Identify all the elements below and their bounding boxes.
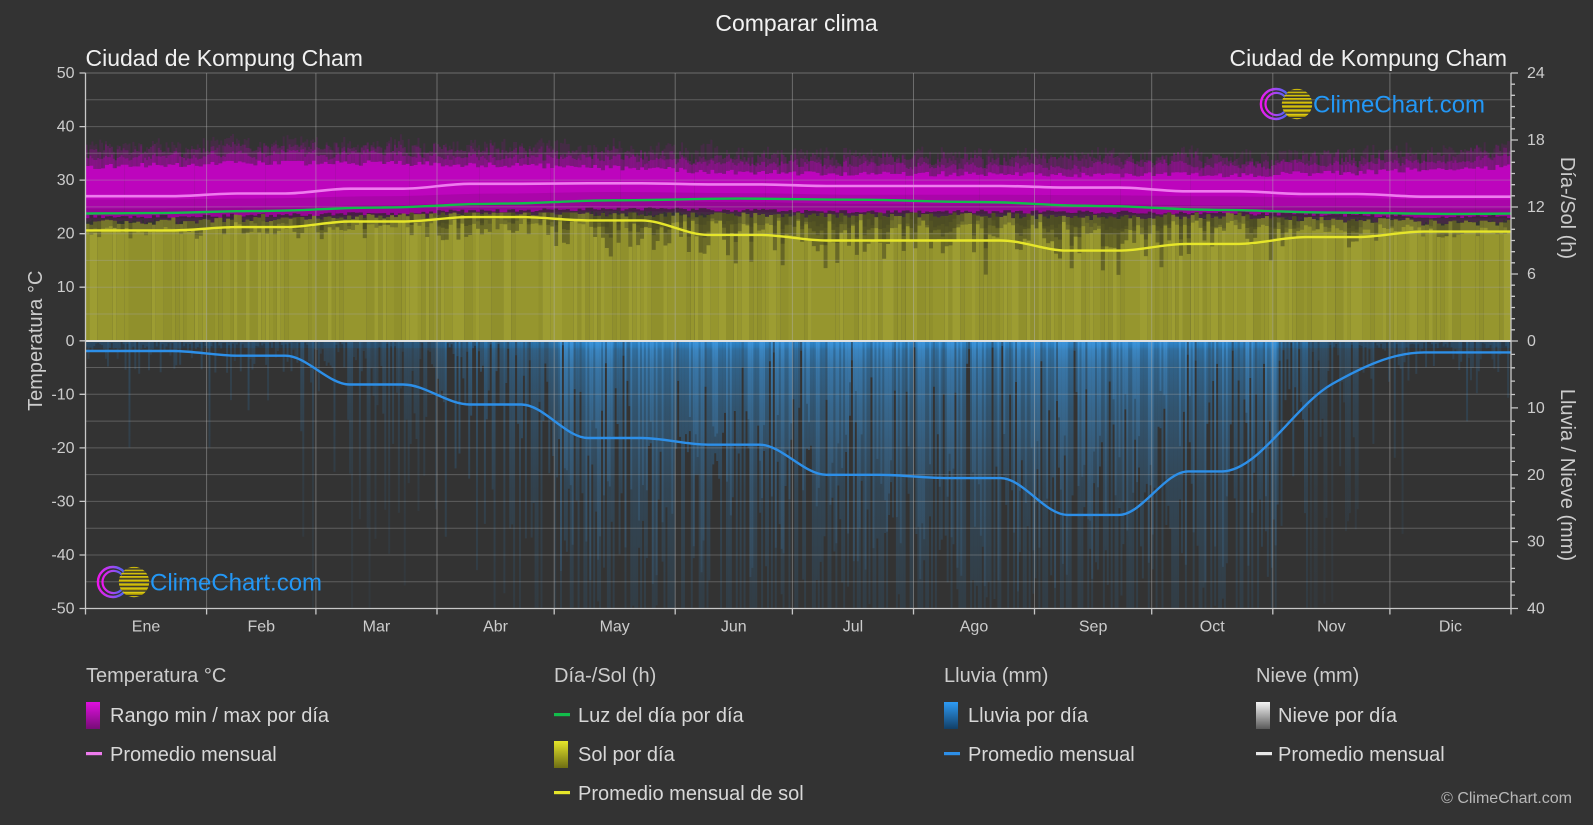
svg-text:12: 12 <box>1527 199 1545 216</box>
svg-text:50: 50 <box>57 65 75 82</box>
svg-text:Sep: Sep <box>1079 619 1108 636</box>
svg-text:Feb: Feb <box>247 619 275 636</box>
svg-text:24: 24 <box>1527 65 1545 82</box>
svg-text:Lluvia / Nieve (mm): Lluvia / Nieve (mm) <box>1556 389 1578 561</box>
svg-text:Ciudad de Kompung Cham: Ciudad de Kompung Cham <box>86 45 363 71</box>
svg-text:30: 30 <box>1527 534 1545 551</box>
svg-text:Comparar clima: Comparar clima <box>715 10 878 36</box>
svg-text:Oct: Oct <box>1200 619 1225 636</box>
svg-text:May: May <box>600 619 630 636</box>
svg-text:Lluvia (mm): Lluvia (mm) <box>944 665 1048 687</box>
svg-text:-40: -40 <box>51 547 74 564</box>
svg-text:Lluvia por día: Lluvia por día <box>968 705 1089 727</box>
svg-text:10: 10 <box>1527 400 1545 417</box>
svg-text:Promedio mensual de sol: Promedio mensual de sol <box>578 783 804 805</box>
svg-text:Jun: Jun <box>721 619 747 636</box>
svg-text:18: 18 <box>1527 132 1545 149</box>
svg-text:20: 20 <box>57 226 75 243</box>
svg-text:30: 30 <box>57 172 75 189</box>
svg-text:Mar: Mar <box>363 619 391 636</box>
svg-text:Ago: Ago <box>960 619 989 636</box>
svg-text:Nieve (mm): Nieve (mm) <box>1256 665 1359 687</box>
svg-text:0: 0 <box>66 333 75 350</box>
svg-text:© ClimeChart.com: © ClimeChart.com <box>1441 790 1572 807</box>
svg-text:40: 40 <box>57 119 75 136</box>
svg-text:Sol por día: Sol por día <box>578 744 676 766</box>
svg-text:Abr: Abr <box>483 619 509 636</box>
svg-text:20: 20 <box>1527 467 1545 484</box>
svg-text:Dic: Dic <box>1439 619 1462 636</box>
svg-text:Luz del día por día: Luz del día por día <box>578 705 745 727</box>
svg-text:Promedio mensual: Promedio mensual <box>1278 744 1445 766</box>
svg-text:Ene: Ene <box>132 619 161 636</box>
svg-text:10: 10 <box>57 279 75 296</box>
svg-text:-30: -30 <box>51 493 74 510</box>
svg-text:0: 0 <box>1527 333 1536 350</box>
svg-text:-20: -20 <box>51 440 74 457</box>
svg-text:Temperatura °C: Temperatura °C <box>25 271 47 411</box>
svg-text:Jul: Jul <box>843 619 863 636</box>
svg-text:Nov: Nov <box>1317 619 1345 636</box>
svg-text:-50: -50 <box>51 601 74 618</box>
svg-text:Nieve por día: Nieve por día <box>1278 705 1398 727</box>
svg-text:Rango min / max por día: Rango min / max por día <box>110 705 330 727</box>
svg-text:40: 40 <box>1527 601 1545 618</box>
svg-text:Promedio mensual: Promedio mensual <box>968 744 1135 766</box>
svg-text:Promedio mensual: Promedio mensual <box>110 744 277 766</box>
svg-text:Día-/Sol (h): Día-/Sol (h) <box>554 665 656 687</box>
svg-text:6: 6 <box>1527 266 1536 283</box>
svg-text:Ciudad de Kompung Cham: Ciudad de Kompung Cham <box>1230 45 1507 71</box>
svg-text:Día-/Sol (h): Día-/Sol (h) <box>1556 157 1578 259</box>
svg-text:-10: -10 <box>51 386 74 403</box>
svg-text:Temperatura °C: Temperatura °C <box>86 665 226 687</box>
